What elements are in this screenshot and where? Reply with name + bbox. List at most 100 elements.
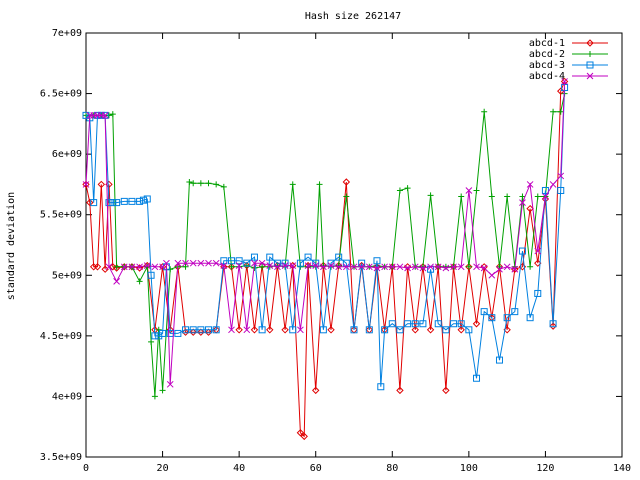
data-point	[335, 253, 343, 261]
data-point	[128, 263, 136, 271]
y-tick-label: 5.5e+09	[40, 210, 82, 221]
data-point	[457, 320, 465, 328]
data-point	[158, 263, 167, 271]
data-point	[549, 322, 557, 330]
data-point	[205, 180, 212, 187]
data-point	[312, 386, 320, 395]
data-point	[289, 262, 297, 269]
x-tick-label: 100	[460, 463, 478, 474]
data-point	[335, 262, 342, 269]
x-tick-label: 80	[386, 463, 398, 474]
data-point	[316, 181, 323, 188]
data-point	[266, 326, 274, 334]
data-point	[113, 199, 121, 207]
data-point	[258, 259, 266, 267]
data-point	[557, 186, 565, 194]
data-point	[235, 257, 243, 265]
data-point	[472, 320, 481, 328]
data-point	[434, 263, 442, 271]
data-point	[220, 262, 228, 269]
data-point	[155, 326, 162, 333]
data-point	[350, 326, 358, 334]
data-point	[419, 320, 427, 328]
data-point	[473, 187, 480, 194]
legend-marker	[586, 61, 594, 69]
data-point	[342, 178, 351, 186]
data-point	[174, 259, 182, 267]
legend-label: abcd-1	[529, 38, 565, 49]
data-point	[109, 199, 117, 207]
data-point	[281, 326, 289, 334]
data-point	[496, 265, 503, 273]
data-point	[312, 262, 320, 269]
data-point	[190, 180, 197, 187]
data-point	[212, 326, 220, 334]
data-point	[473, 263, 480, 271]
data-point	[511, 308, 519, 316]
data-point	[120, 197, 128, 205]
data-point	[450, 263, 457, 271]
data-point	[274, 263, 281, 271]
data-point	[205, 326, 213, 334]
data-point	[167, 266, 174, 273]
data-point	[189, 326, 197, 334]
data-point	[381, 326, 389, 334]
data-point	[82, 111, 90, 119]
data-point	[365, 263, 373, 271]
data-point	[159, 329, 167, 337]
data-point	[220, 183, 227, 190]
data-point	[388, 320, 396, 328]
data-point	[503, 263, 511, 271]
data-point	[480, 264, 488, 272]
data-point	[404, 320, 412, 328]
data-point	[197, 326, 205, 334]
data-point	[189, 328, 197, 336]
data-point	[197, 328, 205, 336]
data-point	[327, 262, 335, 269]
data-point	[227, 257, 235, 265]
data-point	[289, 181, 296, 188]
data-point	[105, 199, 113, 207]
data-point	[335, 263, 343, 271]
data-point	[197, 259, 205, 267]
data-point	[527, 263, 534, 270]
data-point	[109, 263, 117, 271]
data-point	[300, 432, 308, 441]
data-point	[480, 308, 488, 316]
data-point	[259, 263, 266, 270]
data-point	[457, 263, 465, 271]
data-point	[182, 326, 190, 334]
data-point	[534, 289, 542, 297]
data-point	[365, 326, 373, 334]
data-point	[561, 78, 568, 85]
x-tick-label: 60	[310, 463, 322, 474]
data-point	[488, 314, 496, 322]
series-group	[82, 77, 569, 441]
data-point	[541, 186, 549, 194]
data-point	[488, 271, 496, 279]
data-point	[458, 193, 465, 200]
data-point	[373, 264, 381, 272]
data-point	[159, 387, 166, 394]
data-point	[220, 257, 228, 265]
data-point	[411, 326, 419, 334]
data-point	[404, 185, 411, 192]
legend-label: abcd-4	[529, 71, 565, 82]
y-tick-label: 6.5e+09	[40, 89, 82, 100]
data-point	[82, 181, 90, 188]
data-point	[427, 263, 434, 271]
data-point	[358, 263, 366, 271]
data-point	[228, 326, 235, 334]
data-point	[281, 262, 289, 269]
data-point	[442, 326, 450, 334]
data-point	[465, 326, 473, 334]
data-point	[82, 180, 90, 189]
data-point	[534, 247, 542, 255]
legend-label: abcd-3	[529, 60, 565, 71]
data-point	[139, 196, 147, 204]
y-tick-label: 3.5e+09	[40, 452, 82, 463]
data-point	[86, 198, 94, 207]
data-point	[442, 263, 449, 270]
